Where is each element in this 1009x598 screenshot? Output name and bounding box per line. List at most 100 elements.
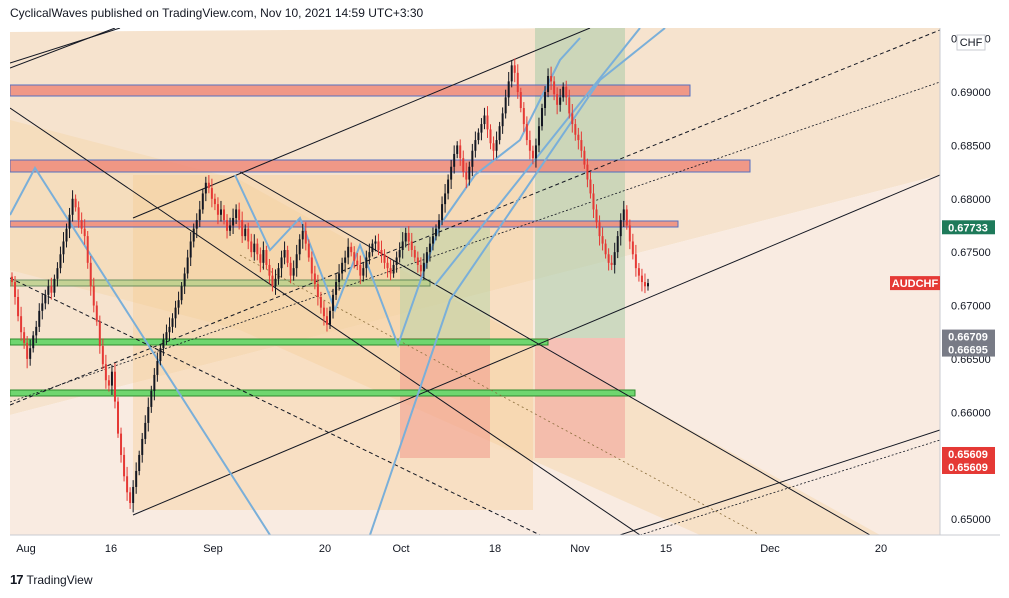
- candle-body: [537, 126, 540, 146]
- candle-body: [65, 228, 68, 242]
- descending-line-1: [10, 107, 641, 535]
- candle-body: [510, 65, 513, 82]
- lower-trendline: [619, 429, 940, 535]
- candle-body: [329, 310, 331, 325]
- candle-body: [316, 284, 319, 297]
- price-label-badge: [942, 446, 995, 461]
- candle-body: [41, 303, 44, 311]
- candle-body: [283, 250, 286, 258]
- candle-body: [301, 230, 304, 240]
- candle-body: [622, 209, 625, 221]
- trendline-top-left: [10, 28, 121, 64]
- candle-body: [183, 273, 186, 287]
- candle-body: [453, 153, 456, 167]
- wave-diagonal-blue: [434, 28, 641, 286]
- candle-body: [338, 273, 341, 283]
- candle-body: [483, 115, 486, 125]
- candle-body: [568, 97, 571, 114]
- price-axis[interactable]: 0.695000.690000.685000.680000.675000.670…: [951, 34, 991, 526]
- candle-body: [241, 220, 244, 237]
- candle-body: [107, 380, 110, 386]
- candle-body: [492, 143, 495, 151]
- candle-body: [456, 145, 459, 154]
- candle-body: [601, 236, 604, 244]
- candle-body: [398, 250, 401, 258]
- candle-body: [23, 332, 26, 343]
- descending-line-2: [239, 171, 871, 535]
- candle-body: [216, 204, 219, 215]
- channel-mid-dashed: [10, 29, 940, 406]
- x-tick-label: Oct: [392, 543, 409, 555]
- candle-body: [416, 257, 419, 265]
- candle-body: [229, 225, 232, 231]
- candle-body: [550, 76, 553, 82]
- candle-body: [480, 124, 483, 133]
- candle-body: [50, 286, 53, 293]
- candle-body: [189, 241, 192, 258]
- candle-body: [117, 401, 119, 434]
- y-tick-label: 0.66500: [951, 354, 991, 366]
- candle-body: [534, 145, 537, 159]
- candle-body: [259, 254, 262, 263]
- price-label-badge: [942, 220, 995, 235]
- candle-body: [438, 220, 441, 229]
- candle-body: [144, 422, 147, 439]
- candle-body: [174, 307, 177, 319]
- candle-body: [38, 310, 41, 327]
- candle-body: [304, 230, 307, 244]
- candle-body: [62, 241, 65, 255]
- symbol-badge: [890, 276, 940, 291]
- candle-body: [389, 268, 392, 274]
- candle-body: [562, 86, 565, 98]
- candle-body: [489, 129, 492, 144]
- candle-body: [171, 318, 174, 327]
- candle-body: [335, 282, 338, 295]
- y-tick-label: 0.65000: [951, 514, 991, 526]
- candle-body: [322, 307, 325, 317]
- candle-body: [474, 140, 477, 151]
- candle-body: [195, 220, 198, 229]
- candle-body: [165, 332, 168, 340]
- candle-body: [150, 390, 153, 407]
- candle-body: [374, 241, 377, 244]
- candle-body: [647, 283, 649, 287]
- candle-body: [77, 207, 80, 221]
- candle-body: [95, 305, 98, 322]
- time-axis[interactable]: Aug 16 Sep 20 Oct 18 Nov 15 Dec 20: [16, 543, 887, 555]
- candle-body: [410, 241, 413, 251]
- x-tick-label: 18: [489, 543, 501, 555]
- candle-body: [450, 166, 453, 180]
- candle-body: [541, 108, 543, 127]
- candle-body: [192, 228, 195, 242]
- candle-body: [583, 150, 586, 165]
- descending-dotted: [239, 254, 761, 535]
- footer: 17 TradingView: [10, 572, 93, 587]
- candle-body: [371, 243, 374, 253]
- candle-body: [256, 243, 259, 255]
- candle-body: [92, 286, 95, 306]
- candle-body: [20, 316, 23, 333]
- candle-body: [413, 250, 416, 258]
- candle-body: [344, 257, 347, 263]
- candle-body: [559, 97, 562, 105]
- candle-body: [544, 92, 547, 109]
- candle-body: [186, 257, 189, 274]
- x-tick-label: Nov: [570, 543, 590, 555]
- x-tick-label: 15: [660, 543, 672, 555]
- zone-box-3-red: [535, 338, 625, 458]
- candle-body: [274, 278, 277, 287]
- candle-body: [307, 243, 310, 258]
- candle-body: [504, 97, 507, 114]
- candle-body: [332, 294, 335, 311]
- zone-box-2-red: [400, 338, 490, 458]
- candle-body: [459, 145, 462, 159]
- wave-zigzag-blue: [234, 37, 581, 348]
- candle-body: [359, 264, 362, 276]
- candle-body: [468, 166, 471, 180]
- support-zone-3: [10, 389, 636, 397]
- candle-body: [289, 262, 292, 276]
- drawings-layer: [10, 28, 940, 535]
- candle-body: [392, 264, 395, 274]
- x-tick-label: 16: [105, 543, 117, 555]
